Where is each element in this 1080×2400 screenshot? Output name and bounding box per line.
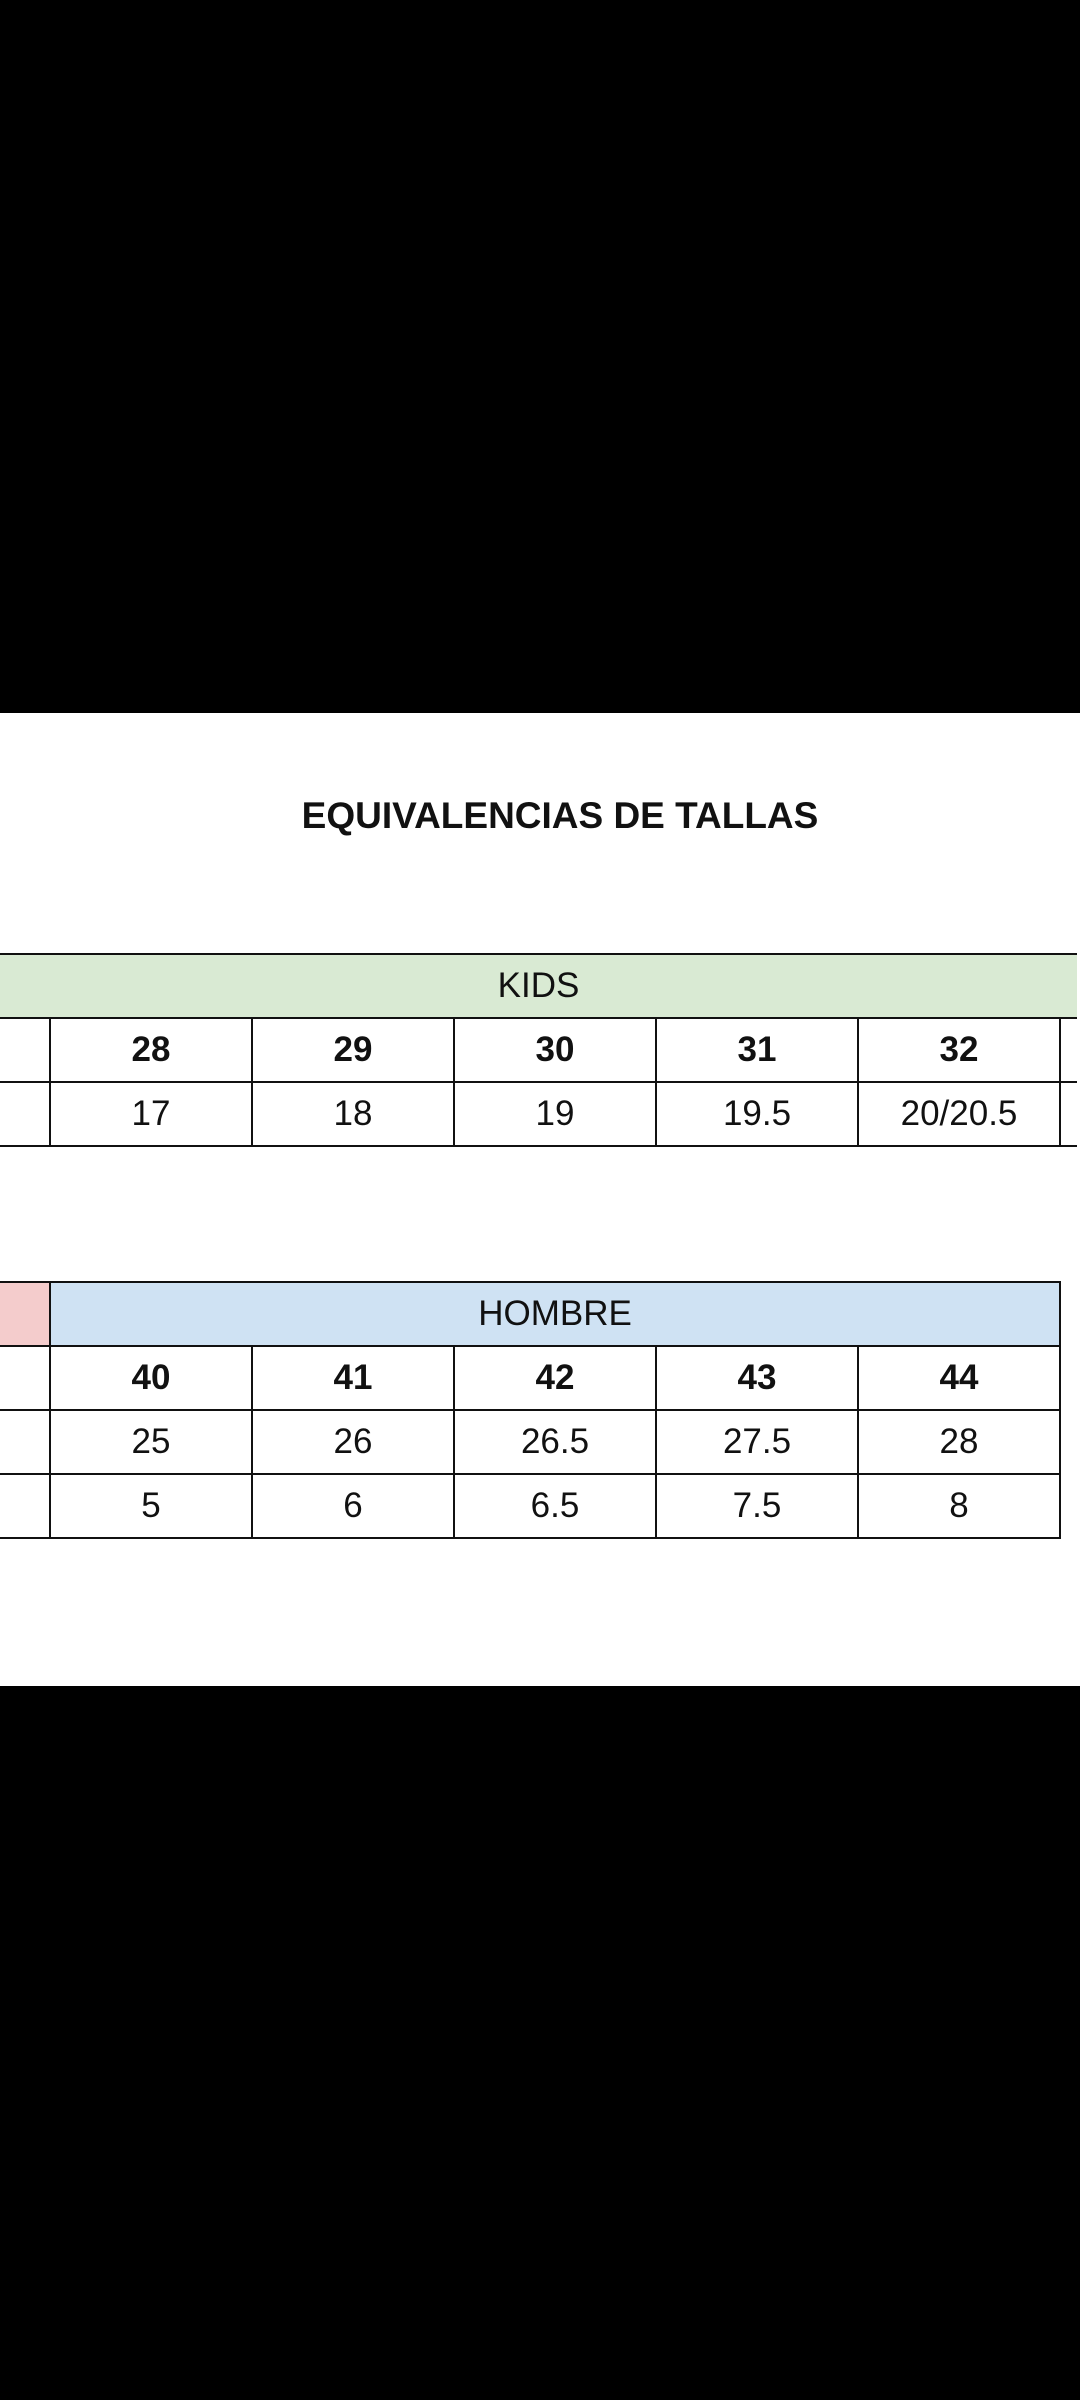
kids-size-cell: 32 [857, 1017, 1061, 1083]
table-cell [0, 1345, 51, 1411]
hombre-cm-cell: 25 [49, 1409, 253, 1475]
hombre-size-cell: 42 [453, 1345, 657, 1411]
hombre-us-cell: 6.5 [453, 1473, 657, 1539]
kids-size-cell: 28 [49, 1017, 253, 1083]
table-cell [0, 1473, 51, 1539]
hombre-size-cell: 41 [251, 1345, 455, 1411]
hombre-us-cell: 7.5 [655, 1473, 859, 1539]
hombre-us-cell: 6 [251, 1473, 455, 1539]
table-cell [1059, 1081, 1077, 1147]
kids-size-cell: 29 [251, 1017, 455, 1083]
hombre-cm-cell: 27.5 [655, 1409, 859, 1475]
kids-size-table: KIDS 28 29 30 31 32 17 18 19 19.5 20/20.… [0, 953, 1077, 1147]
kids-size-cell: 30 [453, 1017, 657, 1083]
hombre-header: HOMBRE [49, 1281, 1061, 1347]
hombre-size-cell: 44 [857, 1345, 1061, 1411]
table-cell [0, 1017, 51, 1083]
kids-cm-cell: 19.5 [655, 1081, 859, 1147]
page-title: EQUIVALENCIAS DE TALLAS [301, 795, 819, 836]
kids-cm-cell: 17 [49, 1081, 253, 1147]
hombre-us-cell: 5 [49, 1473, 253, 1539]
hombre-size-cell: 40 [49, 1345, 253, 1411]
hombre-us-cell: 8 [857, 1473, 1061, 1539]
hombre-size-cell: 43 [655, 1345, 859, 1411]
size-chart-document: EQUIVALENCIAS DE TALLAS KIDS 28 29 30 31… [0, 713, 1080, 1686]
kids-cm-cell: 20/20.5 [857, 1081, 1061, 1147]
hombre-cm-cell: 28 [857, 1409, 1061, 1475]
kids-cm-cell: 19 [453, 1081, 657, 1147]
kids-size-cell: 31 [655, 1017, 859, 1083]
kids-cm-cell: 18 [251, 1081, 455, 1147]
kids-header: KIDS [0, 953, 1077, 1019]
table-cell [1059, 1017, 1077, 1083]
hombre-cm-cell: 26 [251, 1409, 455, 1475]
hombre-size-table: HOMBRE 40 41 42 43 44 25 26 26.5 27.5 28… [0, 1281, 1061, 1539]
table-cell [0, 1409, 51, 1475]
mujer-header-partial [0, 1281, 51, 1347]
hombre-cm-cell: 26.5 [453, 1409, 657, 1475]
table-cell [0, 1081, 51, 1147]
